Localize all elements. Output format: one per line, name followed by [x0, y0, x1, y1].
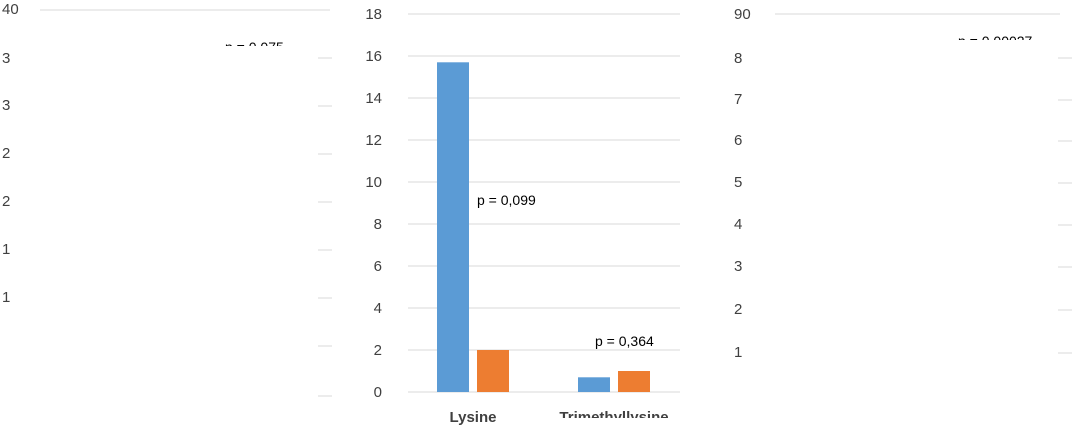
- right-tick-b: 7: [734, 91, 742, 108]
- right-tick-h: 1: [734, 344, 742, 361]
- right-chart-panel: 90 8 7 6 5 4 3 2 1 p = 0,00027: [734, 6, 1072, 361]
- middle-y-ticks: 0 2 4 6 8 10 12 14 16 18: [365, 6, 382, 401]
- bar-trimethyllysine-series-1: [578, 377, 610, 392]
- left-tick-c: 2: [2, 145, 10, 162]
- left-tick-a: 3: [2, 50, 10, 67]
- middle-tick-label: 16: [365, 48, 382, 65]
- right-annotation-clip: [957, 40, 1067, 50]
- middle-tick-label: 14: [365, 90, 382, 107]
- p-value-annotation: p = 0,364: [595, 333, 654, 349]
- bar-lysine-series-1: [437, 62, 469, 393]
- right-tick-c: 6: [734, 132, 742, 149]
- bar-lysine-series-2: [477, 350, 509, 392]
- middle-tick-label: 4: [374, 300, 382, 317]
- category-label: Lysine: [450, 409, 497, 426]
- middle-tick-label: 0: [374, 384, 382, 401]
- left-tick-d: 2: [2, 193, 10, 210]
- middle-tick-label: 6: [374, 258, 382, 275]
- bar-trimethyllysine-series-2: [618, 371, 650, 392]
- middle-tick-label: 8: [374, 216, 382, 233]
- right-tick-e: 4: [734, 216, 742, 233]
- middle-tick-label: 12: [365, 132, 382, 149]
- right-tick-d: 5: [734, 174, 742, 191]
- middle-tick-label: 2: [374, 342, 382, 359]
- middle-tick-label: 10: [365, 174, 382, 191]
- right-tick-a: 8: [734, 50, 742, 67]
- category-clip: [540, 418, 700, 429]
- left-tick-b: 3: [2, 97, 10, 114]
- middle-bars: [437, 62, 650, 393]
- left-tick-f: 1: [2, 289, 10, 306]
- left-tick-40: 40: [2, 1, 19, 18]
- p-value-annotation: p = 0,099: [477, 192, 536, 208]
- right-tick-90: 90: [734, 6, 751, 23]
- middle-annotations: p = 0,099 p = 0,364: [477, 192, 654, 349]
- right-tick-g: 2: [734, 301, 742, 318]
- middle-tick-label: 18: [365, 6, 382, 23]
- left-tick-e: 1: [2, 241, 10, 258]
- right-tick-f: 3: [734, 258, 742, 275]
- left-annotation-clip: [224, 46, 294, 56]
